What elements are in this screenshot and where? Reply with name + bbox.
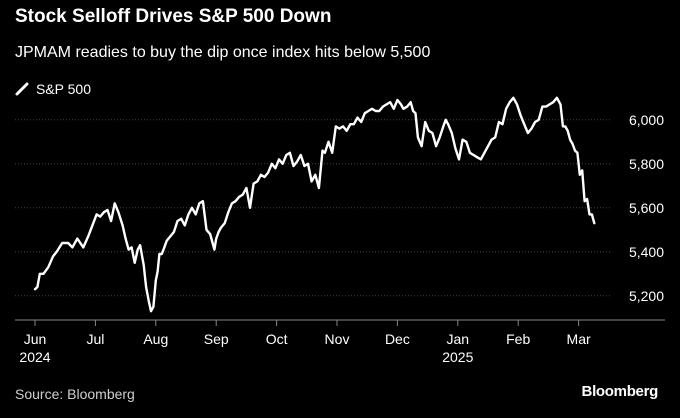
source-note: Source: Bloomberg bbox=[15, 386, 135, 402]
chart-title: Stock Selloff Drives S&P 500 Down bbox=[15, 6, 332, 27]
x-tick-label: Nov bbox=[325, 331, 350, 347]
legend-label: S&P 500 bbox=[36, 81, 92, 97]
bloomberg-logo: Bloomberg bbox=[581, 383, 659, 400]
y-tick-label: 5,600 bbox=[629, 200, 664, 216]
x-tick-label: Jan bbox=[447, 331, 470, 347]
x-tick-year-label: 2025 bbox=[442, 349, 473, 365]
chart-subtitle: JPMAM readies to buy the dip once index … bbox=[15, 44, 431, 61]
y-tick-label: 5,800 bbox=[629, 156, 664, 172]
x-tick-label: Jun bbox=[24, 331, 47, 347]
x-tick-label: Oct bbox=[266, 331, 288, 347]
legend-line-icon bbox=[15, 82, 29, 96]
x-tick-label: Dec bbox=[385, 331, 410, 347]
x-tick-label: Jul bbox=[86, 331, 104, 347]
y-tick-label: 5,200 bbox=[629, 288, 664, 304]
x-tick-year-label: 2024 bbox=[19, 349, 50, 365]
y-tick-label: 6,000 bbox=[629, 112, 664, 128]
y-tick-label: 5,400 bbox=[629, 244, 664, 260]
x-tick-label: Sep bbox=[204, 331, 229, 347]
x-tick-label: Aug bbox=[143, 331, 168, 347]
legend: S&P 500 bbox=[15, 80, 91, 98]
series-line-sp500 bbox=[33, 96, 596, 313]
x-tick-label: Mar bbox=[567, 331, 591, 347]
x-tick-label: Feb bbox=[506, 331, 530, 347]
